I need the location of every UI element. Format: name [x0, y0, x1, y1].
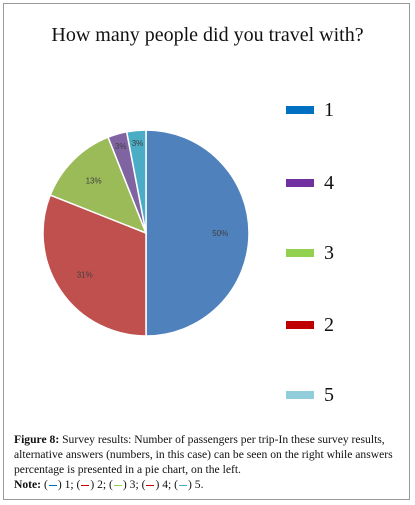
- legend-swatch: [286, 391, 314, 399]
- legend-label: 5: [324, 384, 334, 406]
- note-item: () 5.: [171, 478, 204, 491]
- pie-slice-1: [145, 129, 250, 337]
- note-dash: [48, 484, 57, 486]
- pie-slice-3: [49, 136, 148, 235]
- legend-swatch: [286, 179, 314, 187]
- note-dash: [81, 484, 90, 486]
- note-item: () 3;: [106, 478, 139, 491]
- note-dash: [146, 484, 155, 486]
- slice-label-2: 31%: [77, 271, 93, 280]
- legend-swatch: [286, 321, 314, 329]
- pie-slice-2: [42, 194, 147, 337]
- note-label: Note:: [14, 478, 42, 491]
- caption-note: Note: () 1; () 2; () 3; () 4; () 5.: [14, 477, 406, 492]
- note-item: () 1;: [43, 478, 74, 491]
- legend-label: 3: [324, 242, 334, 264]
- slice-label-3: 13%: [86, 177, 102, 186]
- note-dash: [113, 484, 122, 486]
- slice-label-4: 3%: [115, 142, 127, 151]
- note-item: () 4;: [138, 478, 172, 491]
- figure-label: Figure 8:: [14, 433, 60, 446]
- caption-text: Survey results: Number of passengers per…: [14, 433, 393, 476]
- slice-label-5: 3%: [132, 139, 144, 148]
- chart-title: How many people did you travel with?: [51, 24, 364, 46]
- legend-label: 1: [324, 99, 334, 121]
- note-item: () 2;: [73, 478, 107, 491]
- slice-label-1: 50%: [212, 229, 228, 238]
- note-dash: [179, 484, 188, 486]
- pie-chart: 50% 31% 13% 3% 3%: [42, 129, 250, 337]
- pie-slice-5: [125, 129, 147, 234]
- figure-caption: Figure 8: Survey results: Number of pass…: [14, 432, 406, 492]
- legend-label: 4: [324, 172, 334, 194]
- figure-frame: How many people did you travel with? 50%…: [3, 3, 410, 500]
- legend-swatch: [286, 249, 314, 257]
- legend-label: 2: [324, 314, 334, 336]
- legend-swatch: [286, 106, 314, 114]
